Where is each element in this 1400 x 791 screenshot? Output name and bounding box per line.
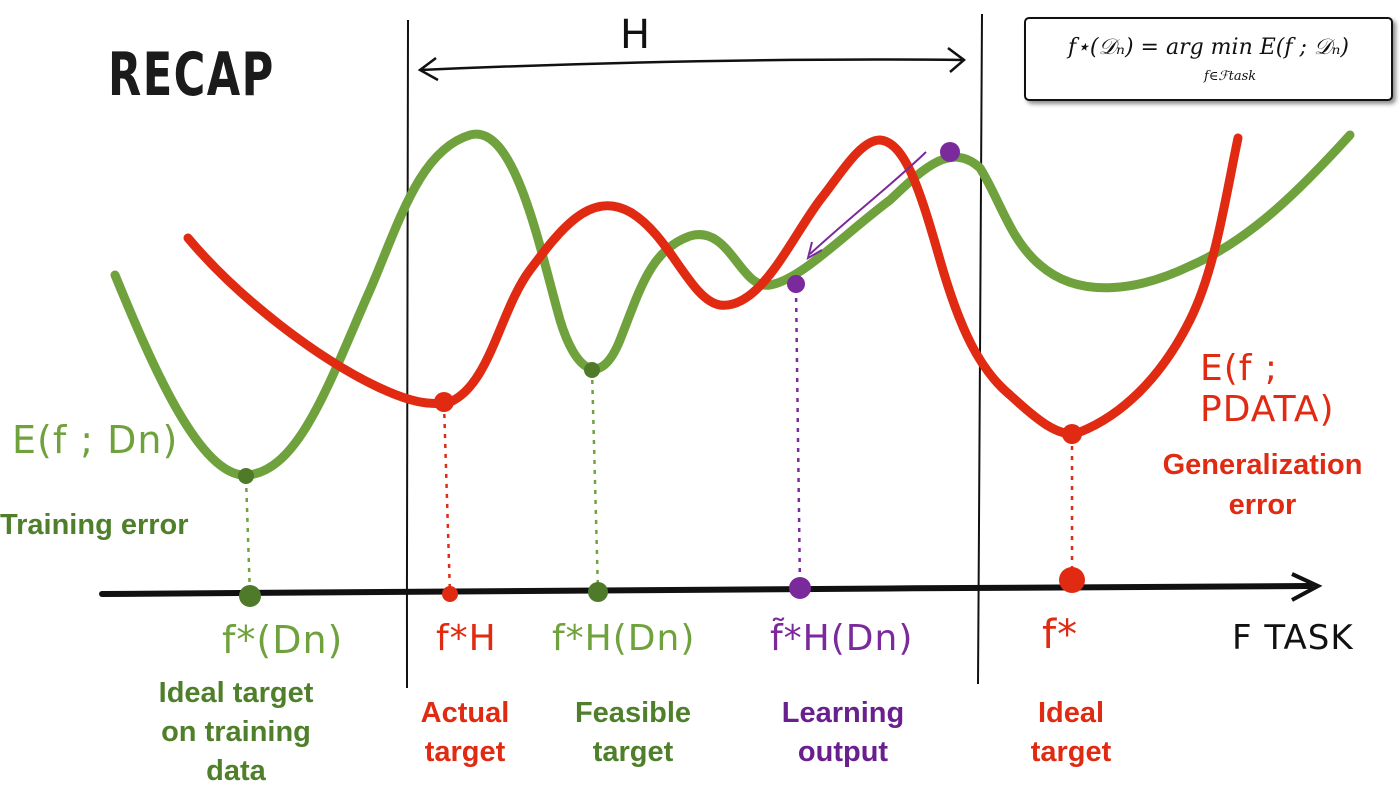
learning-caption-line1: Learning <box>781 697 905 729</box>
actual-symbol: f*H <box>436 618 497 659</box>
ideal-axis-point <box>1059 567 1085 593</box>
hypothesis-arrow-left-head <box>417 57 439 82</box>
hypothesis-right-boundary <box>977 13 983 685</box>
feasible-caption-line1: Feasible <box>574 697 692 729</box>
ideal-training-target-caption: Ideal target on training data <box>126 674 346 791</box>
learning-symbol: f̃*H(Dn) <box>770 618 914 659</box>
ideal-training-axis-point <box>239 585 261 607</box>
ideal-training-curve-point <box>238 468 254 484</box>
ideal-symbol: f* <box>1042 612 1079 658</box>
learning-caption-line2: output <box>797 736 889 768</box>
learning-axis-point <box>789 577 811 599</box>
ideal-training-caption-line3: data <box>206 755 266 787</box>
generalization-curve-label: E(f ; PDATA) <box>1200 348 1335 430</box>
optimization-arrow-head <box>806 241 823 261</box>
hypothesis-label: H <box>620 12 652 58</box>
ideal-training-caption-line2: on training <box>161 716 311 748</box>
feasible-axis-point <box>588 582 608 602</box>
formula-subscript: f∈ℱtask <box>1204 69 1257 84</box>
hypothesis-arrow-right-head <box>947 47 966 73</box>
ideal-training-caption-line1: Ideal target <box>158 677 314 709</box>
ideal-caption-line2: target <box>1030 736 1112 768</box>
drop-line-actual <box>442 403 452 595</box>
learning-curve-point <box>787 275 805 293</box>
page-title: RECAP <box>108 40 275 110</box>
feasible-target-caption: Feasible target <box>548 694 718 772</box>
drop-line-learning <box>794 287 802 589</box>
learning-start-point <box>940 142 960 162</box>
generalization-error-label-line2: error <box>1228 489 1297 521</box>
drop-line-ideal-training <box>244 477 252 597</box>
hypothesis-span-arrow <box>419 58 965 72</box>
training-curve-label: E(f ; Dn) <box>12 418 179 462</box>
formula-box: f⋆(𝒟ₙ) = arg min E(f ; 𝒟ₙ) f∈ℱtask <box>1024 17 1393 101</box>
optimization-arrow <box>809 151 927 255</box>
actual-caption-line2: target <box>424 736 506 768</box>
ideal-caption-line1: Ideal <box>1037 697 1105 729</box>
ideal-target-caption: Ideal target <box>986 694 1156 772</box>
function-space-axis-arrowhead <box>1291 572 1323 602</box>
actual-target-caption: Actual target <box>380 694 550 772</box>
actual-caption-line1: Actual <box>420 697 510 729</box>
learning-output-caption: Learning output <box>758 694 928 772</box>
actual-curve-point <box>434 392 454 412</box>
ideal-training-symbol: f*(Dn) <box>222 618 344 662</box>
training-error-label: Training error <box>0 509 189 541</box>
function-space-axis <box>99 583 1313 597</box>
formula-text: f⋆(𝒟ₙ) = arg min E(f ; 𝒟ₙ) <box>1068 35 1349 60</box>
feasible-symbol: f*H(Dn) <box>552 618 696 659</box>
axis-label: F TASK <box>1232 618 1354 658</box>
feasible-caption-line2: target <box>592 736 674 768</box>
drop-line-feasible <box>590 369 600 593</box>
feasible-curve-point <box>584 362 600 378</box>
generalization-error-label-line1: Generalization <box>1162 449 1363 481</box>
ideal-curve-point <box>1062 424 1082 444</box>
hypothesis-left-boundary <box>405 19 409 689</box>
actual-axis-point <box>442 586 458 602</box>
